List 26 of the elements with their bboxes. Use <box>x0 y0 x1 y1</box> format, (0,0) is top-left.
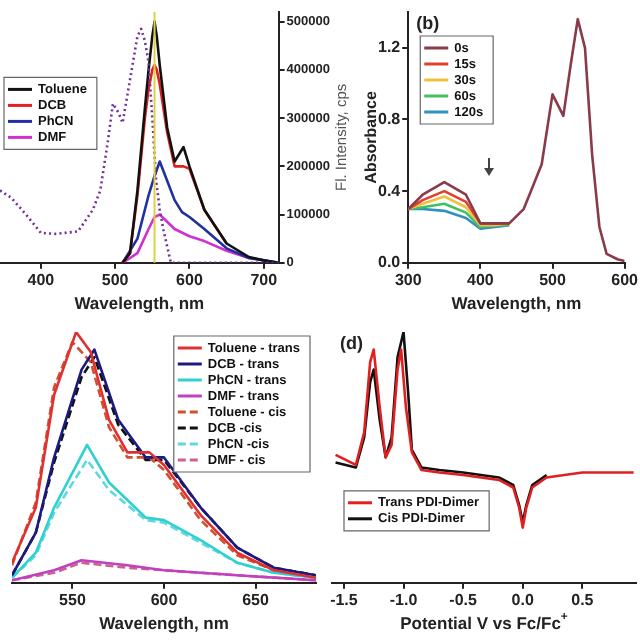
x-tick-label: 0.0 <box>511 590 535 609</box>
x-tick-label: -1.0 <box>389 590 419 609</box>
annotation: (b) <box>416 12 440 33</box>
x-tick-label: 700 <box>250 270 279 289</box>
x-tick-label: 600 <box>176 270 204 289</box>
y-tick-label: 0.4 <box>377 181 402 200</box>
x-axis-title: Wavelength, nm <box>74 292 206 313</box>
x-tick-label: -1.5 <box>330 590 359 609</box>
annotation: (d) <box>340 332 363 353</box>
y-tick-label: 0.8 <box>377 109 402 128</box>
x-axis-title: Wavelength, nm <box>99 612 230 633</box>
x-tick-label: 650 <box>242 590 270 609</box>
y-tick-label: 0.0 <box>377 253 402 272</box>
x-tick-label: 600 <box>611 270 640 289</box>
x-tick-label: 300 <box>394 270 423 289</box>
x-tick-label: 500 <box>101 270 130 289</box>
x-tick-label: 550 <box>59 590 87 609</box>
y-tick-label: 1.2 <box>377 38 402 57</box>
x-axis-title: Wavelength, nm <box>451 292 583 313</box>
x-tick-label: 400 <box>27 270 56 289</box>
x-tick-label: -0.5 <box>449 590 479 609</box>
y-axis-title: Absorbance <box>362 90 381 184</box>
x-tick-label: 500 <box>539 270 567 289</box>
x-tick-label: 400 <box>467 270 495 289</box>
x-tick-label: 0.5 <box>571 590 595 609</box>
x-tick-label: 600 <box>150 590 179 609</box>
